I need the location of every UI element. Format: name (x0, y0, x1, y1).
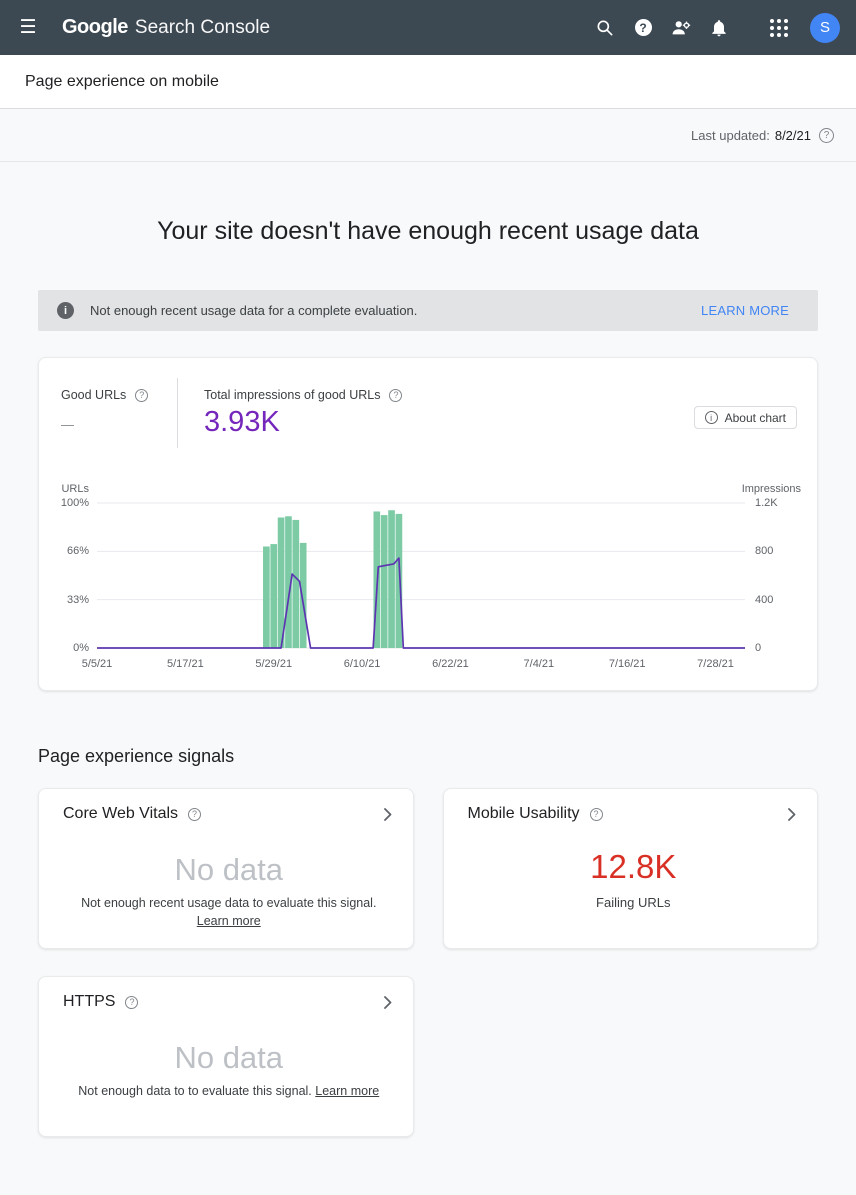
page-title-bar: Page experience on mobile (0, 55, 856, 109)
google-logo-text: Google (62, 16, 128, 38)
card-value: No data (174, 1040, 284, 1075)
last-updated-label: Last updated: (691, 127, 770, 143)
y-axis-tick-label: 33% (66, 593, 89, 606)
about-chart-button[interactable]: i About chart (693, 406, 797, 429)
y-axis-right-title: Impressions (741, 483, 801, 495)
good-urls-value: — (61, 417, 74, 432)
top-app-bar: ☰ Google Search Console ? (0, 0, 856, 55)
info-outline-icon: i (704, 411, 718, 424)
last-updated-row: Last updated: 8/2/21 ? (0, 109, 856, 162)
manage-users-icon[interactable] (662, 8, 700, 48)
page-title: Page experience on mobile (25, 72, 219, 90)
core-web-vitals-help-icon[interactable]: ? (188, 807, 202, 821)
x-axis-tick-label: 5/17/21 (167, 658, 204, 670)
card-header: Core Web Vitals ? (63, 805, 395, 823)
card-title: Mobile Usability (467, 805, 580, 822)
google-apps-grid-icon[interactable] (760, 8, 798, 48)
good-urls-metric: Good URLs ? — (61, 380, 161, 432)
chart: URLs 100% 66% 33% 0% 5/5/21 5/17/21 5/29/21 6/… (53, 483, 801, 690)
signals-section-title: Page experience signals (38, 746, 235, 766)
magnifier-glyph (597, 20, 613, 36)
y-axis-tick-label: 0 (755, 642, 762, 654)
search-icon[interactable] (586, 8, 624, 48)
person-gear-glyph (672, 20, 691, 34)
about-chart-label: About chart (724, 410, 786, 425)
card-description-text: Not enough data to to evaluate this sign… (78, 1084, 312, 1098)
y-axis-tick-label: 1.2K (755, 497, 778, 509)
core-web-vitals-card[interactable]: Core Web Vitals ? No data Not enough rec… (38, 788, 414, 949)
divider (177, 378, 178, 448)
good-urls-help-icon[interactable]: ? (135, 388, 149, 402)
y-axis-tick-label: 66% (66, 545, 89, 558)
x-axis-tick-label: 6/22/21 (432, 658, 469, 670)
notice-banner: i Not enough recent usage data for a com… (38, 290, 818, 331)
card-value: 12.8K (590, 848, 677, 885)
mobile-usability-card[interactable]: Mobile Usability ? 12.8K Failing URLs (442, 788, 818, 949)
page-headline: Your site doesn't have enough recent usa… (157, 217, 699, 245)
y-axis-tick-label: 0% (73, 642, 89, 654)
learn-more-link[interactable]: Learn more (196, 913, 261, 928)
banner-message: Not enough recent usage data for a compl… (90, 303, 418, 318)
x-axis-labels: 5/5/21 5/17/21 5/29/21 6/10/21 6/22/21 7/4/21… (82, 648, 745, 674)
card-description: Not enough recent usage data to evaluate… (63, 895, 395, 930)
learn-more-link[interactable]: Learn more (315, 1084, 380, 1098)
last-updated-help-icon[interactable]: ? (819, 127, 834, 143)
menu-icon[interactable]: ☰ (8, 8, 48, 48)
good-urls-label: Good URLs (61, 388, 127, 402)
card-description: Failing URLs (596, 895, 671, 910)
chevron-right-icon[interactable] (383, 995, 395, 1009)
help-icon[interactable]: ? (624, 8, 662, 48)
chevron-right-icon[interactable] (788, 807, 799, 821)
card-header: HTTPS ? (63, 993, 395, 1011)
https-card[interactable]: HTTPS ? No data Not enough data to to ev… (38, 976, 414, 1137)
question-mark-glyph: ? (634, 19, 652, 36)
y-axis-left-title: URLs (61, 483, 89, 495)
x-axis-tick-label: 6/10/21 (343, 658, 381, 670)
card-title: HTTPS (63, 993, 116, 1010)
chart-plot-svg (97, 503, 745, 648)
account-avatar[interactable]: S (806, 8, 844, 48)
learn-more-link[interactable]: LEARN MORE (701, 303, 789, 318)
x-axis-tick-label: 5/29/21 (255, 658, 293, 670)
x-axis-tick-label: 5/5/21 (81, 658, 113, 670)
card-description-text: Not enough recent usage data to evaluate… (81, 896, 377, 910)
chart-card-header: Good URLs ? — Total impressions of good … (39, 358, 817, 448)
impressions-metric: Total impressions of good URLs ? 3.93K (204, 380, 403, 439)
top-actions: ? S (586, 8, 844, 48)
info-icon: i (57, 302, 74, 319)
card-title: Core Web Vitals (63, 805, 179, 822)
card-header: Mobile Usability ? (468, 805, 800, 823)
y-axis-tick-label: 800 (755, 545, 774, 558)
last-updated-value: 8/2/21 (774, 127, 811, 143)
y-axis-right: Impressions 1.2K 800 400 0 (742, 483, 801, 654)
https-help-icon[interactable]: ? (125, 995, 139, 1009)
impressions-help-icon[interactable]: ? (389, 388, 403, 402)
y-axis-tick-label: 100% (60, 497, 89, 509)
product-name-text: Search Console (134, 17, 271, 38)
impressions-value: 3.93K (204, 406, 280, 438)
y-axis-left: URLs 100% 66% 33% 0% (53, 483, 97, 654)
impressions-label: Total impressions of good URLs (204, 388, 381, 402)
bell-glyph (712, 19, 726, 36)
chart-card: Good URLs ? — Total impressions of good … (38, 357, 818, 691)
app-logo[interactable]: Google Search Console (62, 16, 270, 39)
avatar-letter: S (810, 12, 840, 43)
grid-dots-glyph (770, 18, 788, 37)
hamburger-icon: ☰ (19, 16, 37, 38)
chart-plot[interactable]: 5/5/21 5/17/21 5/29/21 6/10/21 6/22/21 7/4/21… (82, 503, 745, 670)
mobile-usability-help-icon[interactable]: ? (589, 807, 603, 821)
x-axis-tick-label: 7/4/21 (523, 658, 555, 670)
y-axis-tick-label: 400 (755, 593, 774, 606)
signals-cards-grid: Core Web Vitals ? No data Not enough rec… (38, 788, 818, 1137)
card-value: No data (174, 852, 284, 887)
notifications-bell-icon[interactable] (700, 8, 738, 48)
x-axis-tick-label: 7/16/21 (608, 658, 646, 670)
x-axis-tick-label: 7/28/21 (697, 658, 734, 670)
card-description: Not enough data to to evaluate this sign… (63, 1083, 395, 1101)
chevron-right-icon[interactable] (383, 807, 395, 821)
